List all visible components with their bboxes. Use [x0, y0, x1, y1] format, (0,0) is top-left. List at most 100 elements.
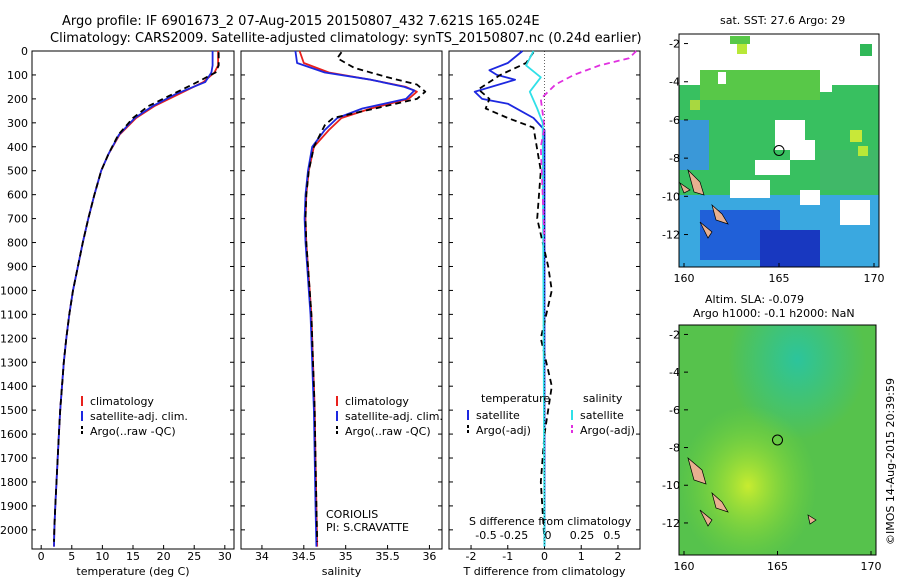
lon-tick-label: 160: [674, 560, 695, 573]
lon-tick-label: 165: [767, 560, 788, 573]
depth-tick-label: 200: [7, 93, 28, 106]
lat-tick-label: -6: [669, 114, 680, 127]
sst-heatmap: [679, 34, 879, 267]
sla-map-panel: Altim. SLA: -0.079 Argo h1000: -0.1 h200…: [662, 293, 881, 573]
lat-tick-label: -2: [669, 328, 680, 341]
x-tick-label: 15: [126, 550, 140, 563]
top-tick-label: 0.25: [570, 529, 595, 542]
argo-location-marker: [773, 145, 785, 156]
x-tick-label: -1: [502, 550, 513, 563]
legend-label: Argo(-adj): [476, 424, 531, 437]
series-line-sal_argo: [539, 50, 637, 243]
x-axis-label: salinity: [322, 565, 362, 578]
salinity-frame: [240, 50, 443, 550]
depth-tick-label: 1200: [0, 332, 28, 345]
sst-map-panel: sat. SST: 27.6 Argo: 29: [662, 14, 884, 285]
legend-label: satellite: [476, 409, 520, 422]
x-tick-label: 10: [95, 550, 109, 563]
lat-tick-label: -6: [669, 404, 680, 417]
sla-heatmap: [679, 325, 876, 555]
lat-tick-label: -8: [669, 442, 680, 455]
series-line-sal_satellite: [525, 50, 546, 547]
salinity-panel: 34 34.5 35 35.5 36 salinity climatology satelli…: [240, 50, 443, 578]
depth-tick-label: 100: [7, 69, 28, 82]
top-tick-label: -0.25: [500, 529, 528, 542]
temperature-panel: 0100200300400500600700800900100011001200…: [0, 45, 235, 578]
source-annotation: PI: S.CRAVATTE: [326, 521, 409, 534]
legend-label: satellite: [580, 409, 624, 422]
x-tick-label: 34: [255, 550, 269, 563]
legend-label: climatology: [90, 395, 154, 408]
legend-label: Argo(..raw -QC): [90, 425, 176, 438]
figure-subtitle: Climatology: CARS2009. Satellite-adjuste…: [50, 31, 642, 46]
depth-tick-label: 900: [7, 260, 28, 273]
legend-title-temperature: temperature: [481, 392, 550, 405]
depth-tick-label: 1900: [0, 500, 28, 513]
depth-tick-label: 1500: [0, 404, 28, 417]
depth-tick-label: 1400: [0, 380, 28, 393]
x-tick-label: 2: [614, 550, 621, 563]
legend-label: climatology: [345, 395, 409, 408]
sst-map-title: sat. SST: 27.6 Argo: 29: [720, 14, 845, 27]
imos-credit: ©IMOS 14-Aug-2015 20:39:59: [884, 378, 897, 545]
argo-location-marker-sla: [772, 434, 783, 446]
depth-tick-label: 300: [7, 117, 28, 130]
sst-map-ticks: 160 165 170 -2 -4 -6 -8 -10 -12: [662, 38, 884, 285]
difference-panel: -2 -1 0 1 2 T difference from climatology temp…: [448, 50, 641, 578]
lon-tick-label: 165: [769, 272, 790, 285]
depth-tick-label: 600: [7, 189, 28, 202]
source-annotation: CORIOLIS: [326, 508, 378, 521]
depth-tick-label: 2000: [0, 524, 28, 537]
top-tick-label: 0: [545, 529, 552, 542]
sla-map-title-line1: Altim. SLA: -0.079: [705, 293, 804, 306]
depth-tick-label: 1600: [0, 428, 28, 441]
x-axis-label: temperature (deg C): [76, 565, 189, 578]
series-line-argo: [304, 51, 427, 542]
top-tick-label: 0.5: [603, 529, 621, 542]
depth-tick-label: 700: [7, 213, 28, 226]
x-tick-label: 20: [157, 550, 171, 563]
lon-tick-label: 170: [861, 560, 882, 573]
x-tick-label: 25: [187, 550, 201, 563]
x-tick-label: -2: [466, 550, 477, 563]
lat-tick-label: -4: [669, 76, 680, 89]
x-tick-label: 35: [339, 550, 353, 563]
lat-tick-label: -8: [669, 152, 680, 165]
legend-label: satellite-adj. clim.: [345, 410, 443, 423]
depth-tick-label: 0: [21, 45, 28, 58]
x-tick-label: 5: [68, 550, 75, 563]
lon-tick-label: 160: [674, 272, 695, 285]
depth-tick-label: 1700: [0, 452, 28, 465]
figure-title: Argo profile: IF 6901673_2 07-Aug-2015 2…: [62, 14, 540, 29]
series-line-satellite: [473, 50, 546, 547]
lat-tick-label: -2: [669, 38, 680, 51]
lat-tick-label: -12: [662, 229, 680, 242]
depth-tick-label: 1300: [0, 356, 28, 369]
x-tick-label: 30: [218, 550, 232, 563]
x-axis-label: T difference from climatology: [463, 565, 626, 578]
sla-map-ticks: 160 165 170 -2 -4 -6 -8 -10 -12: [662, 328, 881, 573]
x-tick-label: 0: [38, 550, 45, 563]
depth-tick-label: 1000: [0, 284, 28, 297]
legend-label: Argo(-adj): [580, 424, 635, 437]
top-axis-label: S difference from climatology: [469, 515, 632, 528]
lat-tick-label: -4: [669, 366, 680, 379]
depth-tick-label: 400: [7, 141, 28, 154]
x-tick-label: 36: [422, 550, 436, 563]
lon-tick-label: 170: [864, 272, 885, 285]
depth-tick-label: 1100: [0, 308, 28, 321]
legend-label: Argo(..raw -QC): [345, 425, 431, 438]
series-line-argo: [53, 52, 220, 542]
legend-title-salinity: salinity: [583, 392, 623, 405]
x-tick-label: 35.5: [375, 550, 400, 563]
sla-map-title-line2: Argo h1000: -0.1 h2000: NaN: [693, 307, 855, 320]
top-tick-label: -0.5: [475, 529, 496, 542]
series-line-argo: [477, 51, 553, 542]
lat-tick-label: -10: [662, 190, 680, 203]
x-tick-label: 34.5: [292, 550, 317, 563]
lat-tick-label: -10: [662, 479, 680, 492]
temperature-frame: [31, 50, 235, 550]
depth-tick-label: 500: [7, 165, 28, 178]
x-tick-label: 0: [541, 550, 548, 563]
